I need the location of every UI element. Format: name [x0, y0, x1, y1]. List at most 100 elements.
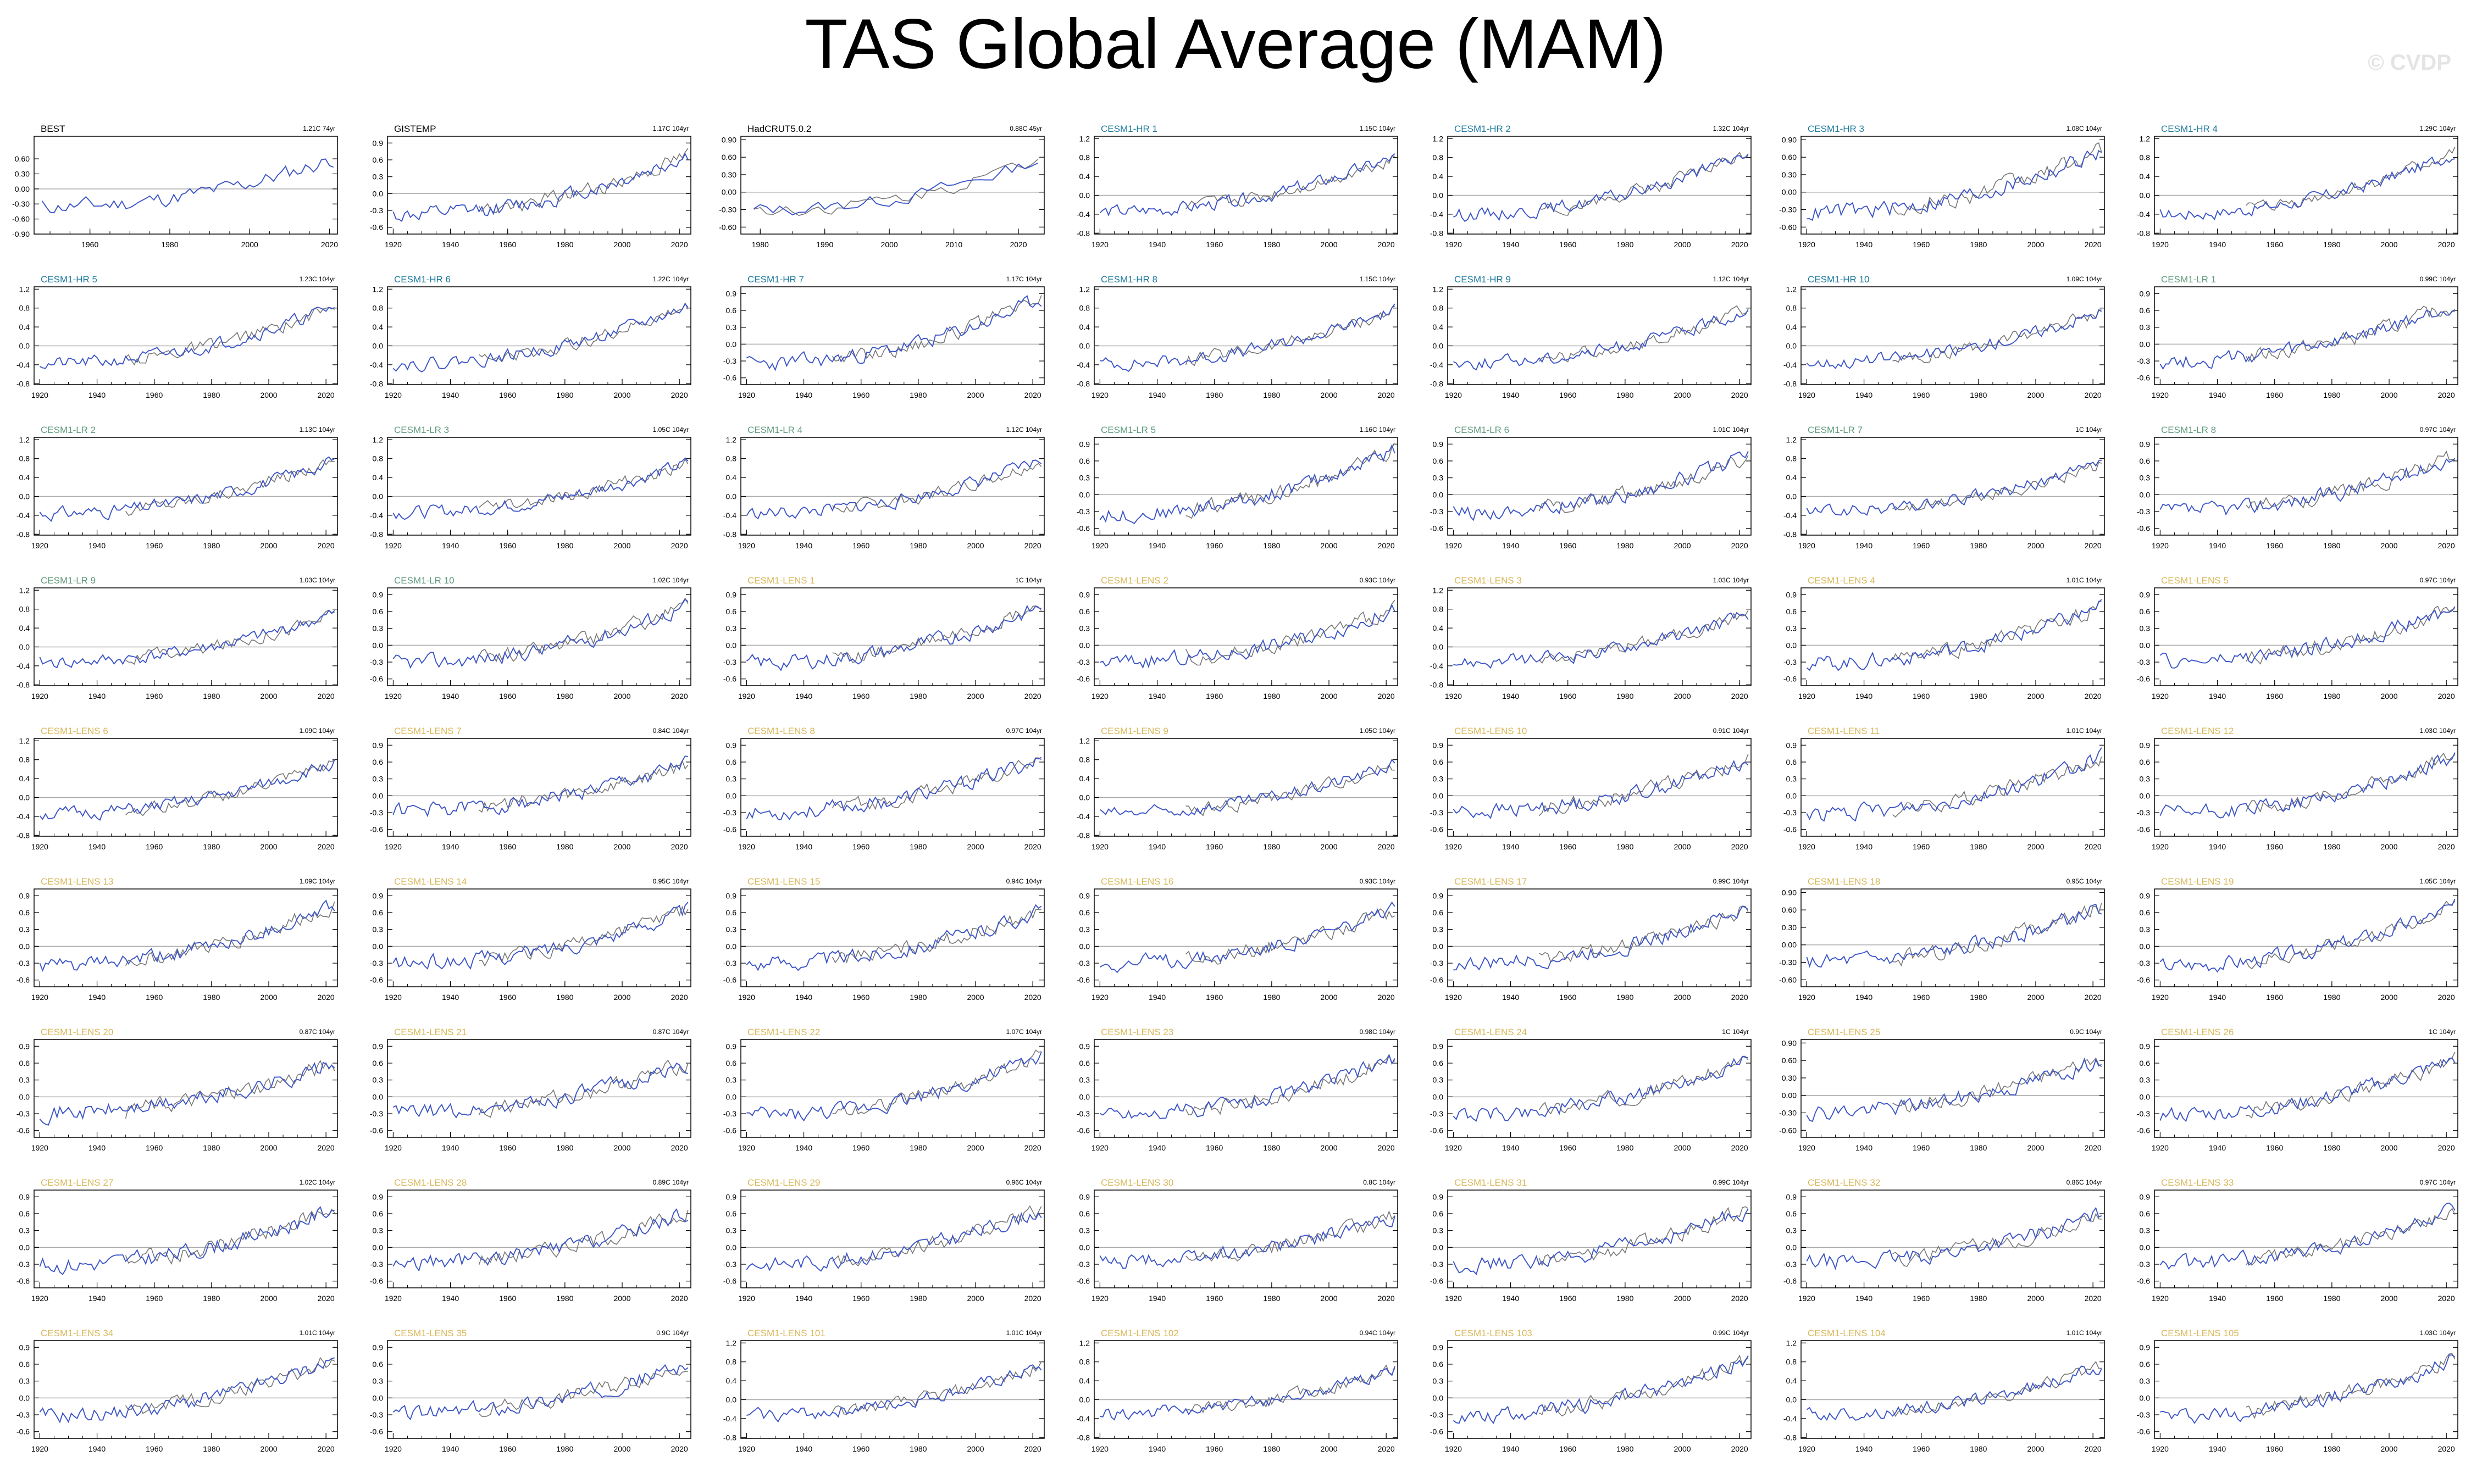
x-tick-label: 1940	[1149, 391, 1166, 399]
x-tick-label: 2000	[967, 541, 984, 550]
y-tick-label: 0.3	[19, 925, 30, 934]
y-tick-label: -0.4	[16, 812, 30, 821]
panel-50: CESM1-LENS 27 1.02C 104yr -0.6 -0.3 0.0 0.3 0.…	[16, 1177, 338, 1303]
y-tick-label: 1.2	[1079, 736, 1090, 745]
x-tick-label: 1940	[1855, 541, 1872, 550]
reference-series-line	[832, 463, 1042, 513]
panel-trend-label: 1.15C 104yr	[1360, 275, 1395, 283]
y-tick-label: -0.8	[1783, 530, 1797, 538]
y-tick-label: 0.0	[373, 492, 384, 501]
panel-39: CESM1-LENS 16 0.93C 104yr -0.6 -0.3 0.0 0.3 0.…	[1077, 876, 1398, 1002]
x-tick-label: 1980	[752, 240, 769, 249]
reference-series-line	[1185, 1054, 1395, 1115]
x-tick-label: 2020	[671, 1444, 688, 1453]
x-tick-label: 1920	[2152, 541, 2169, 550]
y-tick-label: -0.3	[1077, 1109, 1090, 1118]
panel-trend-label: 1.03C 104yr	[1713, 576, 1749, 584]
x-tick-label: 1960	[1913, 1444, 1930, 1453]
y-tick-label: 0.9	[2140, 1192, 2151, 1201]
y-tick-label: 1.2	[19, 736, 30, 745]
y-tick-label: 0.4	[1433, 624, 1444, 632]
y-tick-label: 0.0	[373, 791, 384, 800]
y-tick-label: -0.8	[1077, 831, 1090, 840]
x-tick-label: 2000	[2027, 842, 2044, 851]
main-series-line	[746, 757, 1042, 821]
y-tick-label: -0.6	[2137, 976, 2150, 985]
y-tick-label: 0.00	[722, 188, 736, 197]
x-tick-label: 1920	[1092, 1294, 1109, 1303]
panel-28: CESM1-LENS 5 0.97C 104yr -0.6 -0.3 0.0 0.3 0.6…	[2137, 575, 2458, 701]
y-tick-label: 0.9	[373, 1192, 384, 1201]
y-tick-label: 0.6	[726, 908, 737, 917]
panel-frame	[2154, 1039, 2458, 1138]
x-tick-label: 1960	[146, 692, 163, 701]
x-tick-label: 1940	[2209, 1444, 2226, 1453]
x-tick-label: 1920	[1445, 1294, 1462, 1303]
y-tick-label: 1.2	[19, 586, 30, 594]
y-tick-label: -0.3	[2137, 357, 2150, 365]
main-series-line	[746, 1212, 1042, 1272]
reference-series-line	[1185, 908, 1395, 965]
x-tick-label: 1960	[499, 842, 516, 851]
panel-title: CESM1-LENS 12	[2161, 726, 2234, 736]
x-tick-label: 2020	[2438, 692, 2455, 701]
panel-title: CESM1-HR 5	[41, 274, 97, 285]
x-tick-label: 2020	[318, 1143, 335, 1152]
x-tick-label: 1980	[1970, 1143, 1987, 1152]
x-tick-label: 1980	[2323, 993, 2340, 1002]
y-tick-label: -0.8	[16, 680, 30, 689]
panel-frame	[2154, 1340, 2458, 1439]
y-tick-label: 0.4	[1079, 172, 1090, 181]
x-tick-label: 1980	[556, 1444, 573, 1453]
x-tick-label: 2000	[260, 391, 277, 399]
y-tick-label: 0.60	[1782, 905, 1797, 914]
main-series-line	[753, 163, 1038, 215]
y-tick-label: -0.6	[723, 374, 736, 382]
y-tick-label: 0.6	[2140, 908, 2151, 917]
y-tick-label: 0.6	[726, 1059, 737, 1068]
main-series-line	[39, 456, 335, 522]
x-tick-label: 1980	[1616, 993, 1633, 1002]
x-tick-label: 1980	[161, 240, 178, 249]
x-tick-label: 1960	[499, 240, 516, 249]
reference-series-line	[2245, 901, 2456, 970]
x-tick-label: 2000	[613, 391, 630, 399]
y-tick-label: 0.9	[726, 590, 737, 599]
x-tick-label: 2000	[2380, 391, 2397, 399]
panel-1: BEST 1.21C 74yr -0.90 -0.60 -0.30 0.00 0.30 0.6…	[12, 124, 338, 249]
x-tick-label: 1920	[1798, 240, 1815, 249]
y-tick-label: 0.8	[19, 605, 30, 614]
x-tick-label: 1940	[1502, 1294, 1519, 1303]
x-tick-label: 1940	[1502, 240, 1519, 249]
x-tick-label: 1940	[2209, 993, 2226, 1002]
y-tick-label: 0.6	[19, 1209, 30, 1218]
reference-series-line	[2246, 147, 2456, 211]
panel-62: CESM1-LENS 104 1.01C 104yr -0.8 -0.4 0.0 0.4 0…	[1783, 1328, 2105, 1453]
x-tick-label: 1980	[2323, 1143, 2340, 1152]
reference-series-line	[125, 901, 335, 966]
main-series-line	[1806, 903, 2102, 968]
panel-5: CESM1-HR 2 1.32C 104yr -0.8 -0.4 0.0 0.4 0.8 1.…	[1430, 124, 1752, 249]
panel-frame	[2154, 888, 2458, 987]
y-tick-label: 0.9	[2140, 289, 2151, 298]
panel-title: CESM1-LENS 24	[1454, 1027, 1527, 1037]
x-tick-label: 2020	[671, 692, 688, 701]
y-tick-label: 0.90	[1782, 888, 1797, 897]
x-tick-label: 1980	[2323, 842, 2340, 851]
panel-title: CESM1-LR 5	[1101, 425, 1156, 435]
main-series-line	[39, 1061, 335, 1126]
panel-trend-label: 1.09C 104yr	[300, 877, 335, 885]
x-tick-label: 1920	[2152, 993, 2169, 1002]
reference-series-line	[1185, 155, 1395, 209]
panel-9: CESM1-HR 6 1.22C 104yr -0.8 -0.4 0.0 0.4 0.8 1.…	[370, 274, 691, 399]
main-series-line	[2159, 898, 2456, 973]
panel-20: CESM1-LR 7 1C 104yr -0.8 -0.4 0.0 0.4 0.8 1.2 19…	[1783, 425, 2105, 550]
y-tick-label: 1.2	[1786, 1338, 1797, 1347]
panel-title: CESM1-LR 4	[747, 425, 802, 435]
y-tick-label: -0.4	[1783, 511, 1797, 520]
y-tick-label: 0.0	[1079, 942, 1090, 951]
x-tick-label: 2000	[2027, 1294, 2044, 1303]
x-tick-label: 1920	[1092, 692, 1109, 701]
x-tick-label: 1920	[1092, 1444, 1109, 1453]
x-tick-label: 2000	[1320, 993, 1337, 1002]
